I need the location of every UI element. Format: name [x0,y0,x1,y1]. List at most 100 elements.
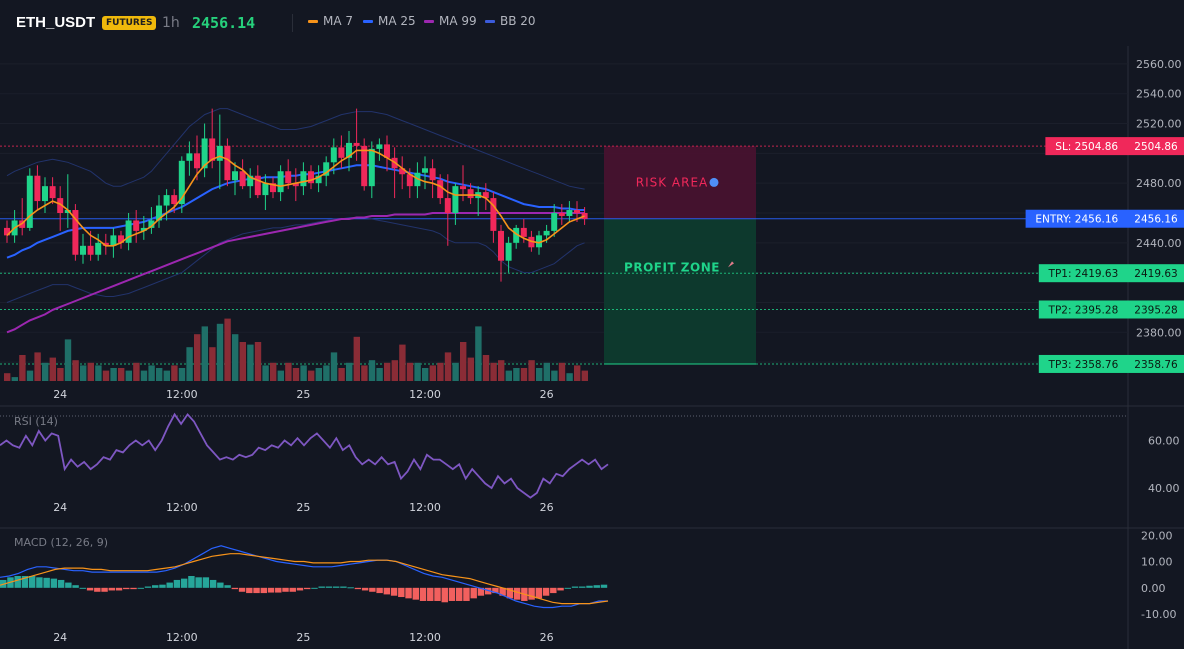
macd-histogram-bar [477,587,485,596]
volume-bar [406,362,414,381]
symbol-label[interactable]: ETH_USDT [16,14,96,31]
ma7-line [6,149,585,247]
volume-bar [285,362,292,381]
volume-bar [57,368,64,381]
macd-histogram-bar [188,576,195,588]
volume-bar [300,365,307,381]
macd-histogram-bar [130,587,137,590]
macd-histogram-bar [456,587,463,601]
macd-histogram-bar [304,587,311,590]
bb-upper-line [6,108,585,190]
rsi-pane[interactable]: RSI (14) [0,412,1128,499]
tp1-label-box [1038,264,1128,283]
macd-histogram-bar [166,582,173,588]
volume-bar [201,326,208,381]
candle-body [513,227,520,243]
x-tick-label: 12:00 [409,388,441,401]
x-tick-label: 25 [296,631,310,644]
ma25-label: MA 25 [378,14,416,28]
sl-label: SL: 2504.86 [1055,141,1118,153]
volume-bar [133,362,140,381]
entry-axis-label: 2456.16 [1134,214,1178,226]
tp1-axis-label: 2419.63 [1134,268,1177,280]
candle-body [26,175,33,228]
volume-bar [467,357,474,381]
macd-histogram-bar [427,587,434,601]
candle-body [452,186,459,213]
x-tick-label: 26 [540,631,554,644]
candle-body [87,245,94,255]
macd-y-tick: -10.00 [1141,608,1176,621]
candle-body [581,213,588,219]
candle-body [239,171,246,187]
candle-body [277,171,284,193]
macd-histogram-bar [137,587,144,589]
volume-bar [558,362,566,381]
timeframe-label[interactable]: 1h [162,15,180,31]
tp2-axis-box [1128,300,1184,319]
macd-histogram-bar [506,587,514,599]
macd-histogram-bar [123,587,130,590]
volume-bar [384,362,391,381]
candle-body [422,168,428,173]
macd-histogram-bar [209,579,217,588]
x-tick-label: 12:00 [166,388,198,401]
candle-body [171,195,178,205]
volume-bar [452,362,459,381]
macd-histogram-bar [108,587,116,591]
macd-histogram-bar [499,587,506,596]
candle-body [42,186,48,202]
macd-histogram-bar [224,585,231,588]
candle-body [300,171,307,187]
x-tick-label: 26 [540,388,554,401]
candle-body [330,147,337,163]
tp3-axis-label: 2358.76 [1134,359,1178,371]
volume-bar [209,347,216,381]
volume-bar [171,365,178,381]
macd-histogram-bar [369,587,376,592]
candle-body [574,210,580,213]
legend-ma99[interactable]: MA 99 [424,14,477,28]
legend-ma7[interactable]: MA 7 [308,14,353,28]
volume-bar [376,368,383,381]
rsi-line [0,412,609,499]
candle-body [34,175,41,202]
volume-bar [536,368,543,381]
volume-bar [262,365,269,381]
candle-body [558,213,565,216]
price-pane[interactable]: RISK AREA PROFIT ZONE [0,108,1128,381]
legend-ma25[interactable]: MA 25 [363,14,416,28]
macd-histogram-bar [231,587,239,590]
entry-axis-box [1128,209,1184,228]
candle-body [156,205,162,221]
risk-area-label: RISK AREA [636,175,709,189]
candle-body [148,220,155,228]
macd-histogram-bar [557,587,564,591]
volume-bar [543,362,550,381]
candle-body [520,227,527,237]
macd-pane[interactable]: MACD (12, 26, 9) [0,536,609,609]
volume-bar [323,365,330,381]
macd-histogram-bar [571,586,579,588]
volume-bar [368,360,376,381]
tp2-label-box [1038,300,1128,319]
candle-body [399,168,406,175]
rsi-title: RSI (14) [14,415,58,428]
candle-body [346,142,352,158]
volume-bar [308,370,315,381]
macd-histogram-bar [593,585,600,588]
volume-bar [460,342,467,381]
volume-bar [353,336,360,381]
legend-bb20[interactable]: BB 20 [485,14,536,28]
volume-bar [118,368,125,381]
x-tick-label: 12:00 [166,501,198,514]
macd-histogram-bar [550,587,557,594]
macd-histogram-bar [79,587,87,589]
macd-histogram-bar [238,587,246,592]
macd-histogram-bar [390,587,398,596]
macd-histogram-bar [398,587,405,598]
header-separator [292,14,293,32]
macd-y-tick: 20.00 [1141,529,1173,542]
profit-zone-label: PROFIT ZONE [624,260,720,274]
